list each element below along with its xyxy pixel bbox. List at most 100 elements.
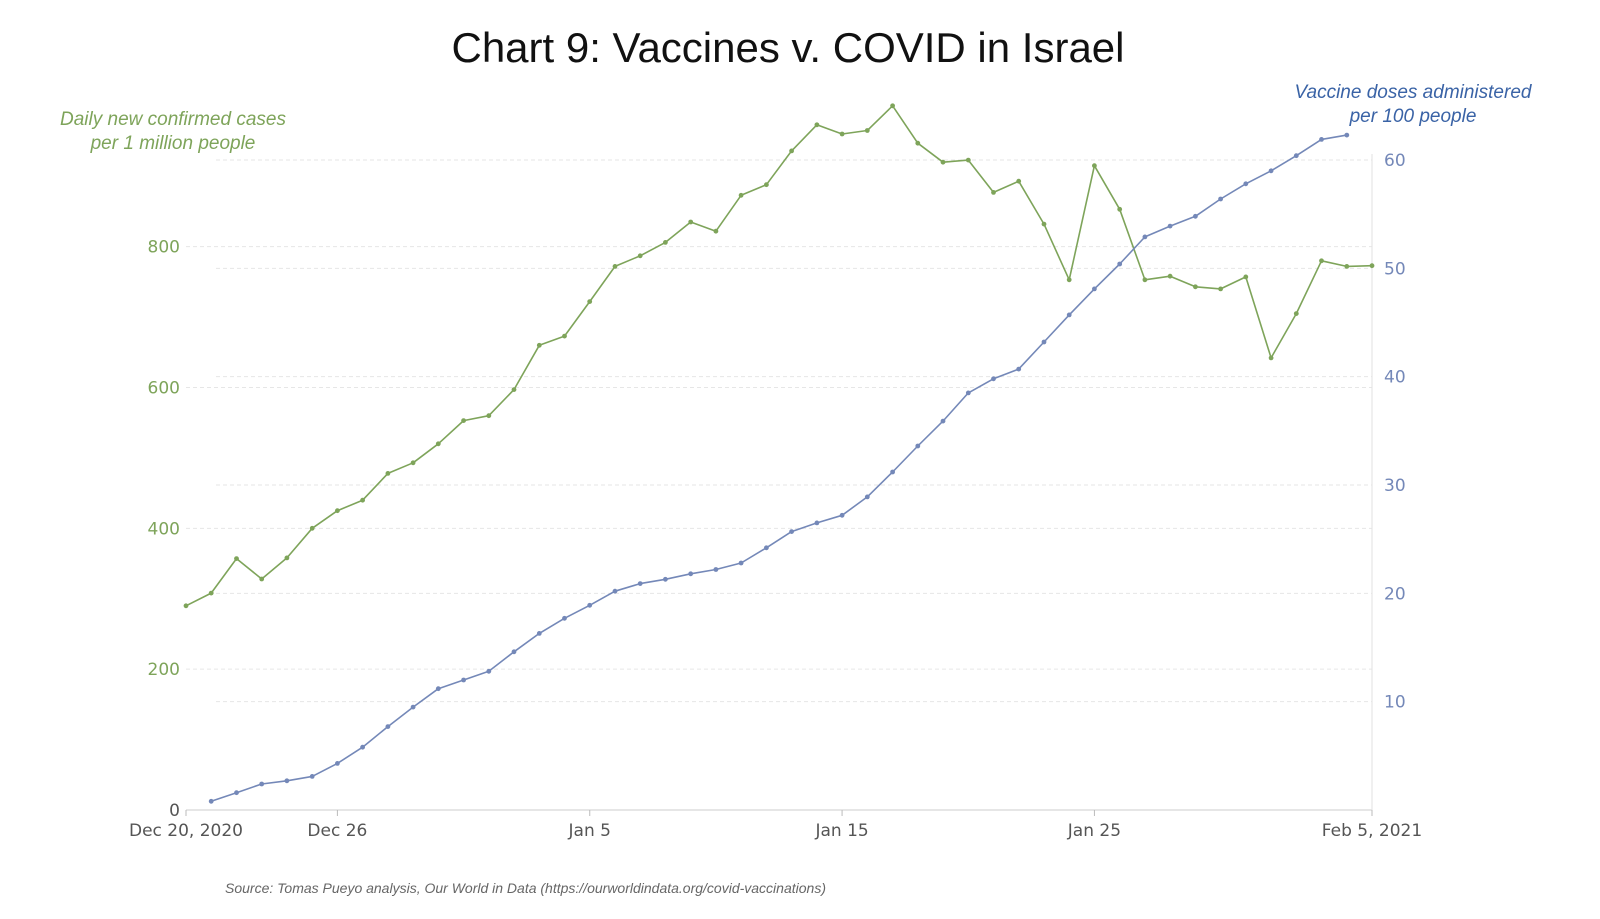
data-point-vaccines bbox=[1092, 286, 1097, 292]
data-point-vaccines bbox=[612, 588, 618, 594]
data-point-vaccines bbox=[789, 529, 794, 534]
x-tick-label: Jan 15 bbox=[814, 821, 868, 841]
right-tick-label: 40 bbox=[1384, 368, 1406, 388]
axes bbox=[186, 154, 1373, 811]
data-point-cases bbox=[435, 441, 441, 447]
data-point-cases bbox=[486, 413, 492, 419]
data-point-vaccines bbox=[208, 798, 214, 804]
data-point-vaccines bbox=[511, 649, 517, 655]
left-tick-label: 200 bbox=[148, 660, 180, 680]
data-point-vaccines bbox=[536, 631, 542, 636]
right-axis-title-line1: Vaccine doses administered bbox=[1295, 82, 1533, 103]
data-point-vaccines bbox=[1016, 366, 1022, 372]
data-point-cases bbox=[1268, 355, 1274, 361]
data-point-vaccines bbox=[814, 520, 820, 526]
data-point-vaccines bbox=[864, 494, 870, 500]
right-gridlines bbox=[216, 159, 1372, 703]
data-point-cases bbox=[839, 131, 845, 137]
data-point-cases bbox=[965, 157, 971, 163]
left-tick-label: 600 bbox=[148, 379, 180, 399]
data-point-cases bbox=[764, 182, 769, 188]
data-point-vaccines bbox=[1344, 132, 1350, 138]
left-tick-label: 0 bbox=[169, 801, 180, 821]
data-point-vaccines bbox=[1041, 339, 1047, 345]
data-point-cases bbox=[1243, 274, 1249, 280]
data-point-cases bbox=[1167, 273, 1173, 279]
data-point-vaccines bbox=[764, 545, 769, 551]
data-point-cases bbox=[1293, 311, 1299, 316]
data-point-cases bbox=[1369, 263, 1375, 269]
data-point-cases bbox=[183, 603, 189, 609]
data-point-cases bbox=[1016, 178, 1022, 184]
data-point-cases bbox=[991, 190, 996, 195]
data-point-vaccines bbox=[839, 512, 845, 518]
data-point-vaccines bbox=[335, 761, 340, 766]
right-tick-label: 10 bbox=[1384, 693, 1406, 713]
data-point-cases bbox=[562, 333, 567, 339]
data-point-vaccines bbox=[259, 781, 265, 787]
data-point-vaccines bbox=[587, 602, 593, 608]
data-point-cases bbox=[612, 264, 618, 269]
data-point-cases bbox=[360, 497, 365, 503]
data-point-vaccines bbox=[890, 469, 895, 475]
data-point-vaccines bbox=[637, 581, 643, 586]
left-tick-label: 800 bbox=[148, 238, 180, 258]
data-point-cases bbox=[713, 228, 719, 234]
data-point-cases bbox=[536, 342, 542, 348]
data-point-cases bbox=[335, 508, 340, 514]
data-point-cases bbox=[637, 253, 643, 259]
data-point-cases bbox=[1092, 163, 1097, 169]
data-point-vaccines bbox=[385, 724, 391, 729]
data-point-vaccines bbox=[965, 390, 971, 396]
x-axis-ticks: Dec 20, 2020 Dec 26 Jan 5 Jan 15 Jan 25 Feb 5… bbox=[129, 810, 1422, 841]
left-tick-label: 400 bbox=[148, 519, 180, 539]
data-point-cases bbox=[1193, 284, 1198, 290]
data-point-vaccines bbox=[562, 615, 567, 621]
data-point-vaccines bbox=[915, 443, 921, 449]
data-point-cases bbox=[259, 576, 265, 582]
data-point-cases bbox=[890, 103, 895, 109]
source-note: Source: Tomas Pueyo analysis, Our World … bbox=[225, 880, 826, 896]
data-point-vaccines bbox=[284, 778, 290, 784]
data-point-vaccines bbox=[1117, 261, 1123, 267]
data-point-vaccines bbox=[410, 704, 416, 710]
data-point-cases bbox=[688, 219, 694, 225]
data-point-cases bbox=[385, 471, 391, 476]
data-point-cases bbox=[234, 556, 239, 561]
left-axis-title-line1: Daily new confirmed cases bbox=[60, 109, 286, 130]
data-point-vaccines bbox=[713, 567, 719, 572]
right-tick-label: 60 bbox=[1384, 151, 1406, 171]
right-axis-title-line2: per 100 people bbox=[1349, 106, 1477, 127]
data-point-cases bbox=[738, 192, 744, 198]
data-point-cases bbox=[587, 299, 593, 304]
x-tick-label: Feb 5, 2021 bbox=[1322, 821, 1422, 841]
data-point-cases bbox=[309, 525, 315, 531]
x-tick-label: Dec 20, 2020 bbox=[129, 821, 243, 841]
data-point-cases bbox=[1142, 277, 1148, 283]
data-point-cases bbox=[1066, 277, 1072, 283]
left-gridlines bbox=[186, 246, 1372, 670]
data-point-vaccines bbox=[688, 571, 694, 577]
data-point-cases bbox=[1041, 221, 1047, 227]
data-point-cases bbox=[940, 159, 946, 165]
x-tick-label: Jan 5 bbox=[568, 821, 611, 841]
x-tick-label: Jan 25 bbox=[1067, 821, 1121, 841]
data-point-cases bbox=[814, 122, 820, 128]
data-point-vaccines bbox=[940, 418, 946, 424]
series-layer bbox=[183, 103, 1375, 804]
data-point-vaccines bbox=[1167, 223, 1173, 229]
data-point-cases bbox=[915, 140, 921, 146]
data-point-vaccines bbox=[991, 376, 996, 382]
series-line-cases bbox=[185, 105, 1373, 607]
data-point-cases bbox=[663, 240, 668, 245]
right-tick-label: 30 bbox=[1384, 476, 1406, 496]
data-point-vaccines bbox=[738, 560, 744, 566]
data-point-cases bbox=[789, 148, 794, 154]
data-point-vaccines bbox=[309, 774, 315, 779]
data-point-vaccines bbox=[461, 677, 466, 683]
data-point-cases bbox=[284, 555, 290, 561]
right-tick-label: 20 bbox=[1384, 584, 1406, 604]
right-axis-ticks: 10 20 30 40 50 60 bbox=[1384, 151, 1406, 713]
data-point-cases bbox=[461, 418, 466, 423]
